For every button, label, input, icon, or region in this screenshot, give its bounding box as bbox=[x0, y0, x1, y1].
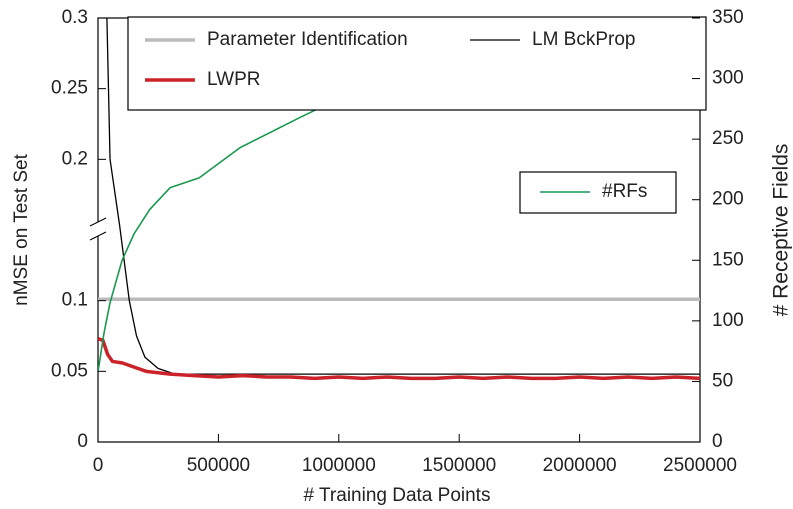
y-tick-label: 0.1 bbox=[62, 290, 88, 311]
data-line bbox=[98, 337, 700, 381]
legend-box bbox=[127, 16, 707, 111]
legend-label: #RFs bbox=[602, 181, 647, 202]
y2-tick-label: 0 bbox=[712, 431, 723, 452]
y-axis-label: nMSE on Test Set bbox=[11, 153, 32, 305]
legend-label: LM BckProp bbox=[532, 29, 635, 50]
x-tick-label: 2500000 bbox=[663, 455, 737, 476]
y2-tick-label: 200 bbox=[712, 189, 744, 210]
axis-break bbox=[92, 222, 106, 236]
y2-tick-label: 250 bbox=[712, 128, 744, 149]
y2-tick-label: 100 bbox=[712, 310, 744, 331]
y2-tick-label: 300 bbox=[712, 68, 744, 89]
x-tick-label: 2000000 bbox=[543, 455, 617, 476]
y2-tick-label: 50 bbox=[712, 370, 733, 391]
legend-label: Parameter Identification bbox=[207, 29, 408, 50]
data-line bbox=[98, 74, 700, 372]
x-tick-label: 1000000 bbox=[302, 455, 376, 476]
y-tick-label: 0.3 bbox=[62, 7, 88, 28]
x-axis-label: # Training Data Points bbox=[304, 485, 491, 506]
y-tick-label: 0 bbox=[77, 431, 88, 452]
y-tick-label: 0.25 bbox=[51, 78, 88, 99]
y-tick-label: 0.2 bbox=[62, 148, 88, 169]
data-line bbox=[106, 18, 700, 375]
y2-tick-label: 350 bbox=[712, 7, 744, 28]
x-tick-label: 500000 bbox=[187, 455, 250, 476]
axis-break bbox=[89, 217, 107, 227]
y2-axis-label: # Receptive Fields bbox=[770, 144, 793, 317]
y-tick-label: 0.05 bbox=[51, 360, 88, 381]
x-tick-label: 0 bbox=[93, 455, 104, 476]
axis-break bbox=[89, 231, 107, 241]
x-tick-label: 1500000 bbox=[422, 455, 496, 476]
legend-label: LWPR bbox=[207, 69, 260, 90]
y2-tick-label: 150 bbox=[712, 249, 744, 270]
